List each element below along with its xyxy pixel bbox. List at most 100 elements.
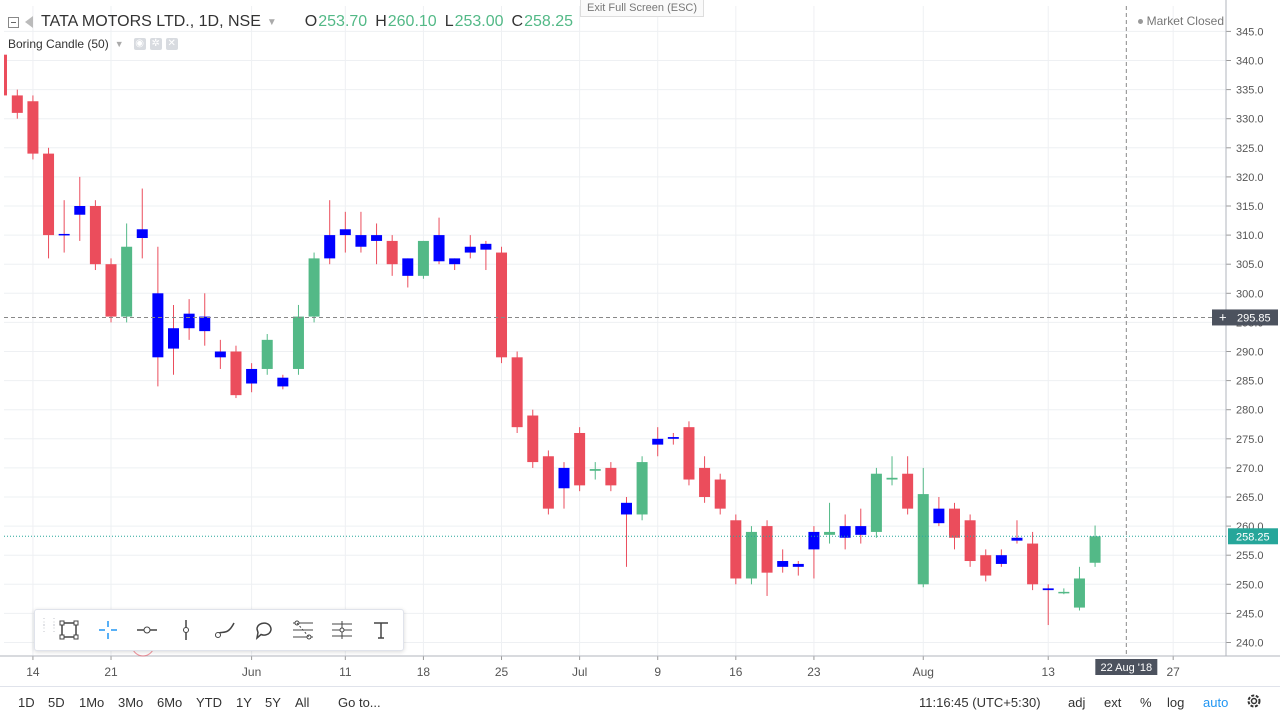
plus-icon[interactable]: + [1219, 309, 1227, 324]
brush-icon[interactable] [205, 610, 244, 650]
candle[interactable] [168, 304, 179, 375]
candle[interactable] [464, 235, 476, 259]
candle[interactable] [620, 497, 632, 567]
range-5d-button[interactable]: 5D [48, 695, 65, 710]
candle[interactable] [183, 299, 195, 340]
settings-icon[interactable]: ✲ [149, 38, 162, 50]
symbol-title[interactable]: TATA MOTORS LTD., 1D, NSE [41, 13, 261, 30]
eye-icon[interactable]: ◉ [133, 38, 146, 50]
drawing-toolbar[interactable]: ⋮⋮ ⋮⋮ [34, 609, 404, 651]
range-all-button[interactable]: All [295, 695, 310, 710]
candle[interactable] [230, 345, 242, 399]
chart-settings-gear-icon[interactable] [1245, 692, 1263, 713]
candle[interactable] [152, 246, 164, 387]
candle[interactable] [636, 456, 648, 521]
candle[interactable] [933, 497, 945, 527]
candle[interactable] [949, 502, 960, 550]
candle[interactable] [402, 258, 414, 288]
drag-handle-icon[interactable]: ⋮⋮ ⋮⋮ [39, 617, 59, 634]
horizontal-ray-icon[interactable] [127, 610, 166, 650]
clock-timezone[interactable]: 11:16:45 (UTC+5:30) [919, 695, 1041, 710]
range-5y-button[interactable]: 5Y [265, 695, 281, 710]
flag-icon[interactable] [25, 16, 33, 28]
candle[interactable] [964, 514, 976, 567]
candle[interactable] [605, 462, 617, 492]
candle[interactable] [855, 508, 867, 544]
candle[interactable] [355, 211, 367, 253]
candle[interactable] [683, 421, 695, 486]
candle[interactable] [589, 462, 601, 480]
candle[interactable] [74, 176, 86, 241]
vertical-line-icon[interactable] [166, 610, 205, 650]
ext-toggle[interactable]: ext [1104, 695, 1122, 710]
candle[interactable] [136, 188, 148, 259]
collapse-legend-icon[interactable] [8, 16, 19, 28]
candle[interactable] [371, 223, 383, 265]
candle[interactable] [27, 95, 39, 160]
remove-icon[interactable]: ✕ [165, 38, 178, 50]
candle[interactable] [1042, 584, 1054, 626]
candle[interactable] [308, 252, 320, 323]
candle[interactable] [761, 520, 773, 596]
candle[interactable] [433, 217, 445, 265]
candle[interactable] [11, 89, 23, 119]
candle[interactable] [792, 561, 804, 576]
candle[interactable] [824, 502, 836, 544]
percent-toggle[interactable]: % [1140, 695, 1152, 710]
candle[interactable] [745, 526, 757, 585]
candle[interactable] [995, 549, 1007, 567]
candle[interactable] [121, 223, 133, 323]
candle[interactable] [1027, 531, 1039, 591]
candle[interactable] [386, 235, 398, 276]
candle[interactable] [980, 549, 992, 582]
candle[interactable] [714, 473, 726, 515]
range-3mo-button[interactable]: 3Mo [118, 695, 144, 710]
candle[interactable] [1058, 588, 1070, 595]
range-1d-button[interactable]: 1D [18, 695, 35, 710]
time-axis[interactable]: 14 21 Jun 11 18 25 Jul 9 16 23 Aug 13 27 [0, 655, 1280, 679]
range-6mo-button[interactable]: 6Mo [157, 695, 183, 710]
text-icon[interactable] [361, 610, 400, 650]
callout-icon[interactable] [244, 610, 283, 650]
candle[interactable] [902, 456, 914, 515]
candle[interactable] [324, 200, 336, 265]
range-ytd-button[interactable]: YTD [196, 695, 222, 710]
symbol-menu-icon[interactable]: ▼ [266, 16, 277, 28]
candle[interactable] [808, 526, 820, 579]
candle[interactable] [246, 363, 258, 393]
candle[interactable] [839, 514, 851, 550]
range-1y-button[interactable]: 1Y [236, 695, 252, 710]
candle[interactable] [199, 293, 211, 346]
fib-extension-icon[interactable] [322, 610, 361, 650]
indicator-title[interactable]: Boring Candle (50) [8, 37, 109, 51]
candle[interactable] [449, 258, 461, 271]
candle[interactable] [777, 549, 789, 573]
candle[interactable] [277, 374, 289, 390]
candle[interactable] [870, 467, 882, 538]
indicator-menu-icon[interactable]: ▼ [114, 39, 124, 49]
candle[interactable] [58, 200, 70, 253]
candle[interactable] [574, 427, 586, 492]
candle[interactable] [886, 456, 898, 486]
log-toggle[interactable]: log [1167, 695, 1185, 710]
candle[interactable] [542, 450, 554, 515]
candle[interactable] [1073, 566, 1085, 611]
crosshair-icon[interactable] [88, 610, 127, 650]
candle[interactable] [417, 240, 429, 279]
candle[interactable] [667, 432, 679, 445]
rectangle-icon[interactable] [49, 610, 88, 650]
candle[interactable] [339, 211, 351, 253]
candle[interactable] [214, 339, 226, 369]
candle[interactable] [292, 304, 304, 375]
candle[interactable] [1089, 525, 1101, 567]
exit-fullscreen-button[interactable]: Exit Full Screen (ESC) [580, 0, 705, 17]
candle[interactable] [917, 467, 929, 588]
candle[interactable] [527, 409, 539, 468]
candle[interactable] [43, 147, 55, 259]
candle[interactable] [89, 200, 101, 271]
candle[interactable] [496, 246, 508, 364]
candle[interactable] [730, 514, 742, 585]
candle[interactable] [699, 456, 711, 503]
candle[interactable] [105, 258, 117, 323]
fib-retracement-icon[interactable] [283, 610, 322, 650]
